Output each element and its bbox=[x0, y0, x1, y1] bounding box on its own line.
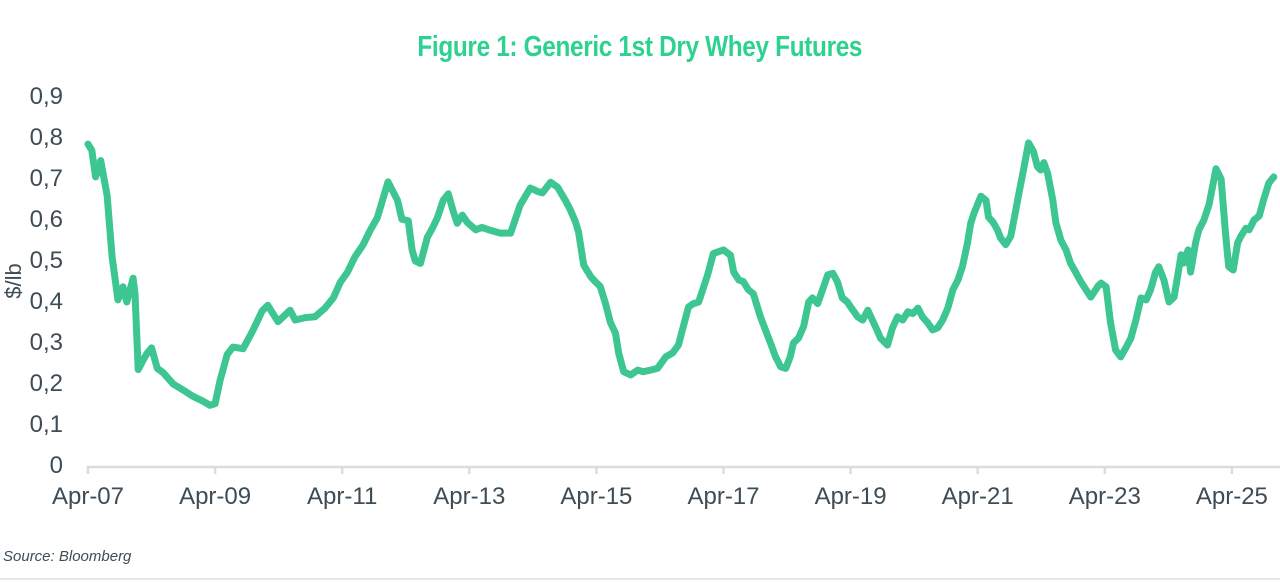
y-axis-tick-label: 0 bbox=[49, 452, 63, 479]
x-axis-tick-label: Apr-11 bbox=[307, 483, 378, 510]
source-note: Source: Bloomberg bbox=[3, 548, 132, 565]
line-chart-plot bbox=[84, 139, 1280, 474]
x-axis-tick-label: Apr-19 bbox=[814, 483, 887, 510]
x-axis-tick-label: Apr-21 bbox=[941, 483, 1014, 510]
x-axis-tick-label: Apr-15 bbox=[560, 483, 633, 510]
y-axis-tick-label: 0,3 bbox=[29, 329, 63, 356]
y-axis-tick-label: 0,5 bbox=[29, 247, 63, 274]
x-axis-tick-label: Apr-07 bbox=[51, 483, 125, 510]
x-axis-tick-label: Apr-17 bbox=[687, 483, 760, 510]
y-axis-tick-label: 0,4 bbox=[29, 288, 63, 315]
x-axis-tick-label: Apr-25 bbox=[1195, 483, 1268, 510]
price-line-series bbox=[84, 139, 1278, 409]
chart-title-text: Figure 1: Generic 1st Dry Whey Futures bbox=[417, 31, 863, 63]
x-axis-tick-label: Apr-09 bbox=[179, 483, 252, 510]
y-axis-tick-label: 0,7 bbox=[29, 165, 63, 192]
x-axis-tick-label: Apr-13 bbox=[433, 483, 506, 510]
bottom-divider bbox=[0, 578, 1280, 580]
y-axis-tick-label: 0,2 bbox=[29, 370, 63, 397]
chart-title: Figure 1: Generic 1st Dry Whey Futures bbox=[0, 31, 1280, 64]
y-axis-tick-label: 0,1 bbox=[29, 411, 63, 438]
y-axis-tick-label: 0,9 bbox=[29, 83, 63, 110]
y-axis-tick-label: 0,6 bbox=[29, 206, 63, 233]
y-axis-tick-label: 0,8 bbox=[29, 124, 63, 151]
x-axis-tick-label: Apr-23 bbox=[1068, 483, 1141, 510]
